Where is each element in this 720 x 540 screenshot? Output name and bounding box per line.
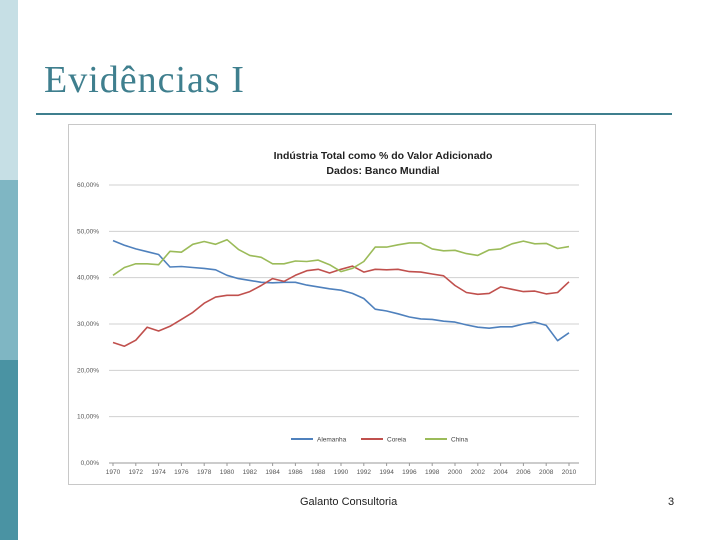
y-tick-label: 50,00% [77,228,99,235]
x-tick-label: 1992 [357,469,372,476]
series-line-alemanha [112,239,570,342]
x-tick-label: 1998 [425,469,440,476]
x-tick-label: 1970 [106,469,121,476]
legend-label-coreia: Coreia [387,437,407,444]
slide-title: Evidências I [44,59,245,101]
x-tick-label: 1980 [220,469,235,476]
chart-title: Indústria Total como % do Valor Adiciona… [274,150,493,162]
x-tick-label: 1990 [334,469,349,476]
x-tick-label: 1996 [402,469,417,476]
y-tick-label: 20,00% [77,367,99,374]
y-tick-label: 60,00% [77,182,99,189]
sidebar-stripe-light [0,0,18,180]
x-tick-label: 1972 [129,469,144,476]
x-tick-label: 1994 [379,469,394,476]
x-tick-label: 2008 [539,469,554,476]
legend-label-china: China [451,437,468,444]
x-tick-label: 1978 [197,469,212,476]
x-tick-label: 1988 [311,469,326,476]
title-underline [36,113,672,115]
chart-frame: Indústria Total como % do Valor Adiciona… [68,124,596,485]
series-line-china [112,238,570,276]
series-line-coreia [112,265,570,347]
y-tick-label: 40,00% [77,275,99,282]
x-tick-label: 2002 [471,469,486,476]
sidebar-stripe-mid [0,180,18,360]
x-tick-label: 2004 [493,469,508,476]
y-tick-label: 30,00% [77,321,99,328]
line-chart: Indústria Total como % do Valor Adiciona… [77,150,579,476]
chart-subtitle: Dados: Banco Mundial [326,165,439,177]
sidebar-stripe-dark [0,360,18,540]
page-number: 3 [668,496,675,508]
x-tick-label: 2010 [562,469,577,476]
y-tick-label: 0,00% [81,460,100,467]
x-tick-label: 2006 [516,469,531,476]
x-tick-label: 1986 [288,469,303,476]
legend-label-alemanha: Alemanha [317,437,347,444]
footer-text: Galanto Consultoria [300,496,398,508]
x-tick-label: 1982 [243,469,258,476]
x-tick-label: 1984 [265,469,280,476]
y-tick-label: 10,00% [77,414,99,421]
x-tick-label: 1974 [151,469,166,476]
x-tick-label: 2000 [448,469,463,476]
x-tick-label: 1976 [174,469,189,476]
